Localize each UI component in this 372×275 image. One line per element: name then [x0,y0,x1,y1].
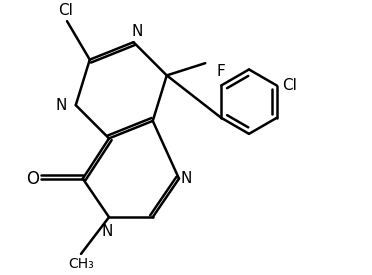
Text: N: N [102,224,113,239]
Text: Cl: Cl [58,3,73,18]
Text: N: N [56,98,67,113]
Text: CH₃: CH₃ [68,257,94,271]
Text: N: N [131,24,143,39]
Text: Cl: Cl [282,78,297,93]
Text: O: O [26,170,39,188]
Text: F: F [217,64,225,79]
Text: N: N [181,171,192,186]
